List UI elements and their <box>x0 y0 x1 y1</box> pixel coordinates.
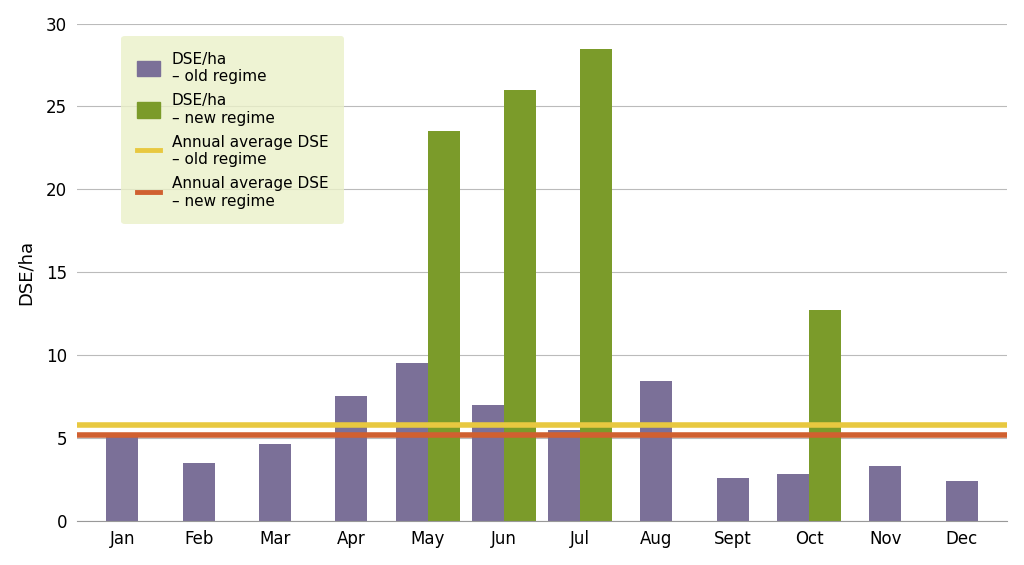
Bar <box>395 363 428 520</box>
Bar <box>428 131 460 520</box>
Legend: DSE/ha
– old regime, DSE/ha
– new regime, Annual average DSE
– old regime, Annua: DSE/ha – old regime, DSE/ha – new regime… <box>122 36 344 224</box>
Bar <box>945 481 978 520</box>
Bar <box>182 463 215 520</box>
Bar <box>640 381 673 520</box>
Bar <box>809 310 841 520</box>
Bar <box>777 474 809 520</box>
Bar <box>869 466 901 520</box>
Bar <box>335 397 368 520</box>
Bar <box>259 445 291 520</box>
Bar <box>106 436 138 520</box>
Bar <box>472 405 504 520</box>
Bar <box>581 49 612 520</box>
Bar <box>504 90 536 520</box>
Y-axis label: DSE/ha: DSE/ha <box>16 240 35 305</box>
Bar <box>548 429 581 520</box>
Bar <box>717 477 749 520</box>
